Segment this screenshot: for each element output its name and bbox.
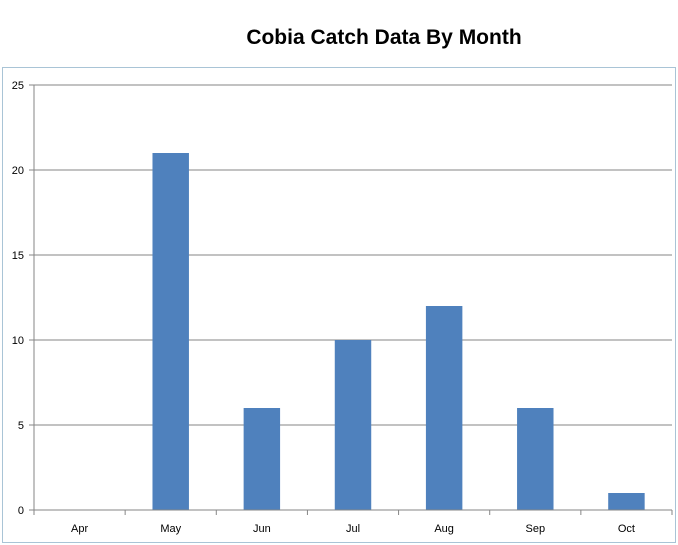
bar-may — [152, 153, 189, 510]
bar-jun — [243, 408, 281, 510]
y-tick-label: 20 — [12, 165, 24, 177]
x-tick-label: May — [160, 523, 181, 535]
chart-title: Cobia Catch Data By Month — [246, 26, 522, 49]
y-tick-label: 15 — [12, 250, 24, 262]
x-tick-labels: Apr May Jun Jul Aug Sep Oct — [71, 523, 635, 535]
y-tick-label: 0 — [18, 505, 24, 517]
y-tick-label: 5 — [18, 420, 24, 432]
axes — [29, 84, 673, 515]
y-tick-labels: 0 5 10 15 20 25 — [12, 80, 24, 517]
x-tick-label: Aug — [434, 523, 454, 535]
x-tick-label: Jun — [253, 523, 271, 535]
y-tick-label: 25 — [12, 80, 24, 92]
y-tick-label: 10 — [12, 335, 24, 347]
bar-aug — [425, 306, 463, 510]
x-tick-label: Oct — [618, 523, 635, 535]
chart-frame — [2, 67, 676, 543]
bar-sep — [517, 408, 554, 510]
bar-oct — [608, 493, 645, 510]
bar-jul — [334, 340, 372, 510]
x-tick-label: Sep — [525, 523, 545, 535]
x-tick-label: Jul — [346, 523, 360, 535]
x-tick-label: Apr — [71, 523, 88, 535]
bars — [152, 153, 645, 510]
